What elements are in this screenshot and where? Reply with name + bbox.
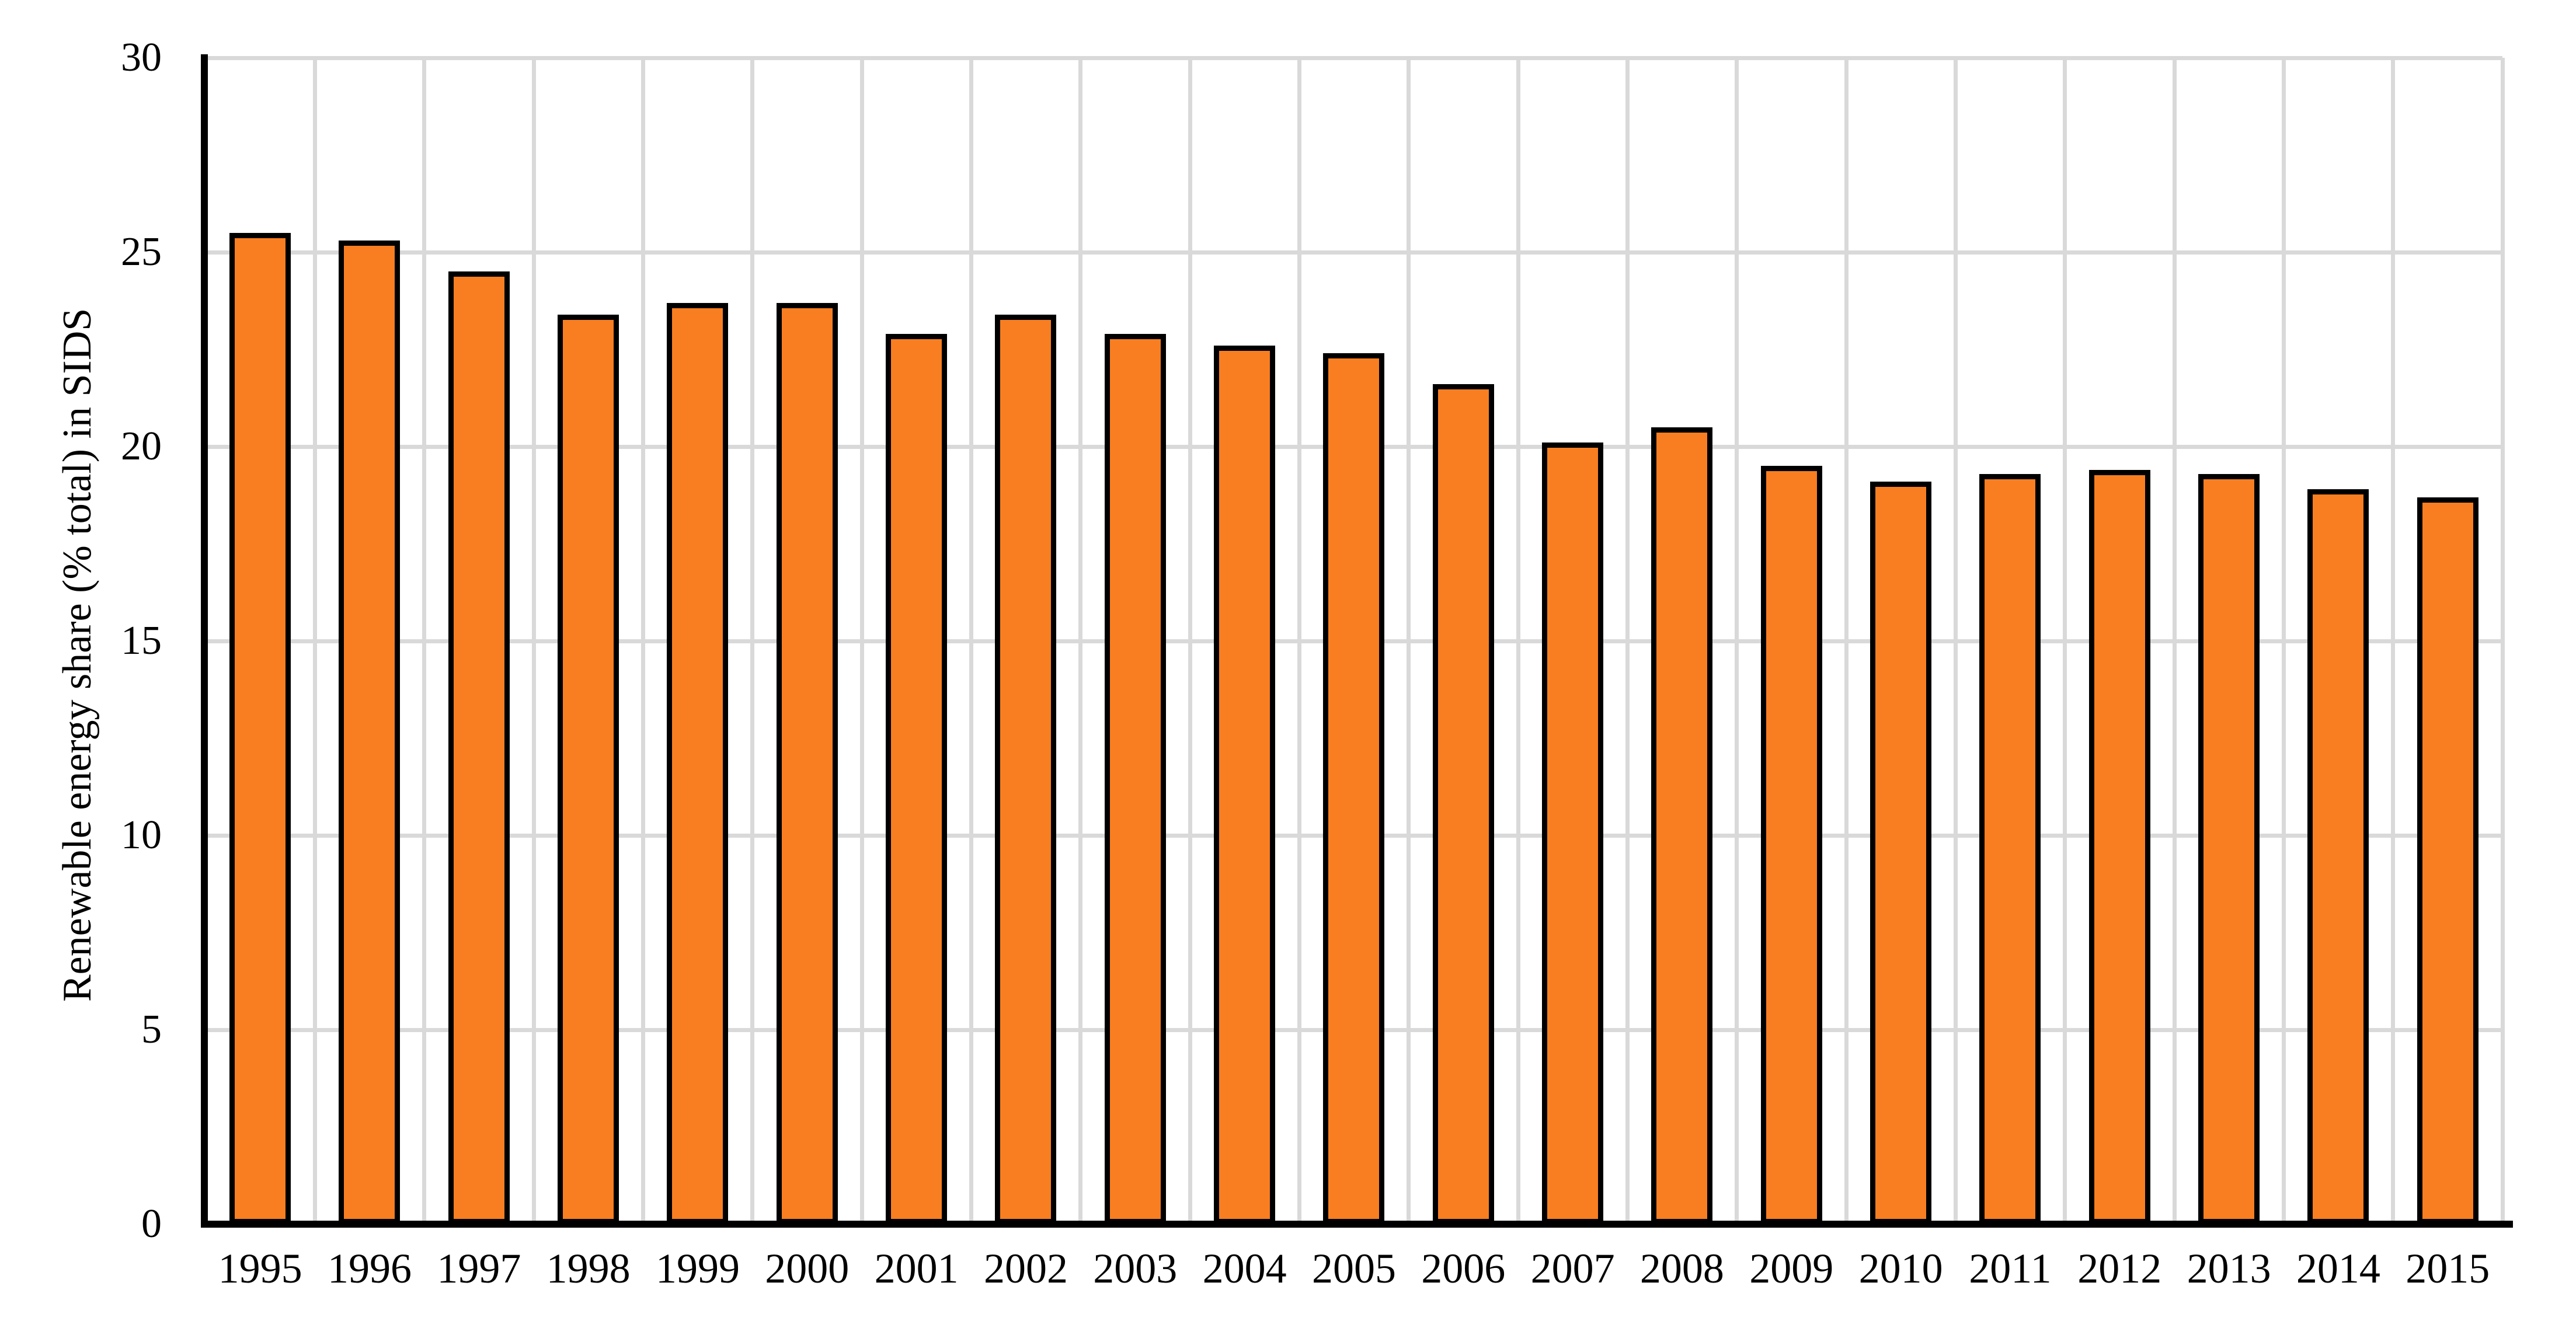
bar-1997 [448,271,510,1224]
bar-cell-2008 [1627,58,1736,1224]
gridline-x-7 [969,58,973,1224]
bar-cell-1996 [315,58,424,1224]
x-axis-line [201,1221,2513,1228]
gridline-x-19 [2281,58,2286,1224]
y-tick-label-15: 15 [121,618,162,663]
gridline-x-2 [422,58,427,1224]
bar-cell-2005 [1299,58,1408,1224]
x-tick-label-2001: 2001 [874,1245,959,1292]
bar-1995 [229,232,291,1224]
x-tick-label-1996: 1996 [327,1245,412,1292]
bar-cell-2004 [1190,58,1299,1224]
x-tick-label-2003: 2003 [1093,1245,1178,1292]
x-tick-label-2002: 2002 [983,1245,1068,1292]
bar-cell-2010 [1846,58,1955,1224]
bar-2012 [2088,469,2150,1224]
bar-1998 [558,314,619,1224]
x-tick-label-2014: 2014 [2296,1245,2380,1292]
bar-cell-2015 [2393,58,2502,1224]
gridline-x-15 [1844,58,1849,1224]
x-tick-label-1997: 1997 [437,1245,521,1292]
bar-series [206,58,2502,1224]
x-tick-label-2005: 2005 [1311,1245,1396,1292]
bar-cell-2001 [862,58,971,1224]
bar-cell-2000 [753,58,862,1224]
bar-2002 [995,314,1057,1224]
gridline-x-3 [531,58,536,1224]
gridline-x-20 [2391,58,2396,1224]
x-tick-label-2012: 2012 [2077,1245,2162,1292]
x-tick-label-2008: 2008 [1639,1245,1724,1292]
bar-cell-1995 [206,58,315,1224]
gridline-x-16 [1953,58,1958,1224]
bar-cell-2013 [2174,58,2283,1224]
bar-cell-2002 [971,58,1080,1224]
gridline-x-13 [1625,58,1630,1224]
gridline-x-1 [312,58,317,1224]
bar-2003 [1104,333,1166,1224]
bar-2005 [1323,353,1385,1224]
gridline-y-25 [206,250,2502,255]
x-tick-label-2015: 2015 [2406,1245,2490,1292]
y-tick-label-5: 5 [141,1007,162,1052]
x-tick-label-2004: 2004 [1202,1245,1287,1292]
x-tick-label-2013: 2013 [2187,1245,2271,1292]
x-axis-tick-labels: 1995 1996 1997 1998 1999 2000 2001 2002 2003 2004… [206,1245,2502,1292]
bar-2007 [1542,443,1604,1224]
bar-2009 [1760,466,1822,1224]
gridline-x-21 [2500,58,2505,1224]
bar-cell-2006 [1409,58,1518,1224]
bar-2014 [2307,489,2369,1224]
gridline-x-18 [2172,58,2177,1224]
x-tick-label-1999: 1999 [655,1245,740,1292]
bar-cell-1999 [643,58,752,1224]
y-tick-label-10: 10 [121,813,162,858]
bar-cell-1998 [534,58,643,1224]
y-tick-label-30: 30 [121,35,162,80]
gridline-x-9 [1188,58,1192,1224]
bar-2011 [1979,473,2041,1224]
bar-1999 [667,302,729,1224]
bar-cell-2009 [1737,58,1846,1224]
bar-cell-2014 [2283,58,2393,1224]
x-tick-label-2009: 2009 [1749,1245,1834,1292]
gridline-x-5 [750,58,755,1224]
bar-2013 [2198,473,2260,1224]
bar-cell-2007 [1518,58,1627,1224]
bar-cell-2011 [1955,58,2065,1224]
gridline-x-12 [1516,58,1520,1224]
y-axis-line [201,54,208,1228]
x-tick-label-2006: 2006 [1421,1245,1506,1292]
y-tick-label-20: 20 [121,424,162,469]
gridline-x-14 [1735,58,1739,1224]
gridline-x-8 [1078,58,1083,1224]
x-tick-label-1998: 1998 [546,1245,631,1292]
bar-2015 [2417,497,2478,1224]
bar-2004 [1214,345,1276,1224]
bar-cell-2012 [2065,58,2174,1224]
bar-1996 [339,241,401,1224]
x-tick-label-2000: 2000 [765,1245,850,1292]
bar-2008 [1651,427,1713,1224]
x-tick-label-2010: 2010 [1858,1245,1943,1292]
y-tick-label-25: 25 [121,229,162,274]
x-tick-label-2007: 2007 [1530,1245,1615,1292]
bar-2006 [1432,384,1494,1224]
gridline-x-10 [1297,58,1301,1224]
gridline-x-4 [640,58,645,1224]
bar-2000 [776,302,838,1224]
bar-cell-2003 [1081,58,1190,1224]
gridline-x-11 [1407,58,1411,1224]
plot-area [206,55,2505,1224]
bar-cell-1997 [424,58,534,1224]
bar-2001 [886,333,948,1224]
x-tick-label-1995: 1995 [218,1245,302,1292]
gridline-y-30 [206,55,2502,60]
gridline-x-17 [2063,58,2067,1224]
bar-2010 [1870,481,1932,1224]
gridline-x-6 [859,58,864,1224]
x-tick-label-2011: 2011 [1969,1245,2052,1292]
y-tick-label-0: 0 [141,1201,162,1246]
